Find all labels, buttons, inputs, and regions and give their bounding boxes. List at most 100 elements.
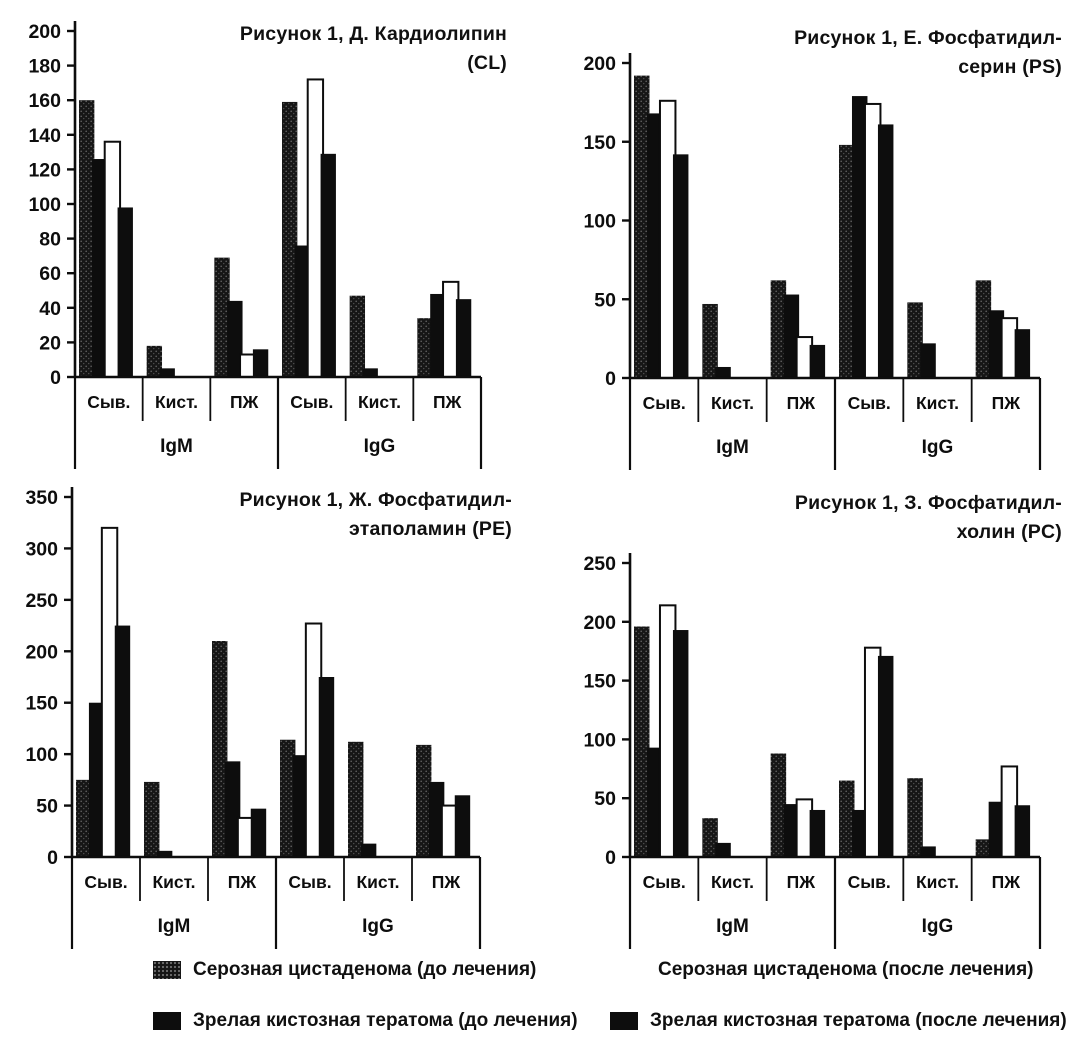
legend-item-serous-cystadenoma-before: Серозная цистаденома (до лечения): [153, 959, 536, 981]
bar-stipple: [975, 839, 992, 857]
section-label: IgM: [716, 437, 749, 458]
category-label: Сыв.: [288, 872, 331, 892]
category-label: Сыв.: [84, 872, 127, 892]
bar-stipple: [79, 100, 95, 377]
y-tick-label: 250: [583, 553, 616, 575]
bar-black: [117, 207, 133, 377]
y-tick-label: 250: [25, 590, 58, 612]
bar-stipple: [975, 280, 992, 378]
bar-black: [114, 625, 131, 857]
bar-black: [292, 755, 309, 857]
chart-plot: 0 50 100 150 200 250 300 350 Сыв. Кист. ПЖ Сыв. Кист…: [25, 487, 482, 949]
y-tick-label: 150: [583, 671, 616, 693]
bar-black: [318, 677, 335, 857]
bar-black: [320, 153, 336, 377]
category-label: ПЖ: [432, 872, 461, 892]
y-tick-label: 100: [583, 211, 616, 233]
category-label: Сыв.: [848, 872, 891, 892]
chart-title-line: холин (PC): [956, 521, 1062, 543]
legend-label: Зрелая кистозная тератома (до лечения): [193, 1010, 578, 1031]
bar-stipple: [634, 75, 650, 378]
chart-title-line: Рисунок 1, Е. Фосфатидил-: [794, 27, 1062, 49]
y-tick-label: 40: [39, 298, 61, 320]
bar-black: [227, 300, 243, 377]
bar-black: [783, 804, 800, 857]
y-tick-label: 50: [594, 289, 616, 311]
category-label: ПЖ: [433, 392, 462, 412]
chart-title-line: серин (PS): [958, 56, 1062, 78]
chart-title-line: Рисунок 1, З. Фосфатидил-: [794, 492, 1062, 514]
chart-title-phosphatidylcholine: Рисунок 1, З. Фосфатидил- холин (PC): [760, 489, 1062, 547]
bar-black: [809, 809, 826, 857]
category-label: Сыв.: [290, 392, 333, 412]
y-tick-label: 50: [594, 788, 616, 810]
bar-black: [159, 368, 175, 377]
section-label: IgG: [922, 916, 954, 937]
legend-item-mature-teratoma-before: Зрелая кистозная тератома (до лечения): [153, 1010, 578, 1032]
bar-stipple: [212, 641, 228, 857]
chart-plot: 0 50 100 150 200 250 Сыв. Кист. ПЖ Сыв. Кист. ПЖ IgM…: [583, 553, 1042, 949]
y-tick-label: 200: [583, 612, 616, 634]
bar-stipple: [280, 739, 296, 857]
chart-phosphatidylserine-ps: 0 50 100 150 200 Сыв. Кист. ПЖ Сыв. Кист. ПЖ IgM IgG: [545, 0, 1090, 478]
bar-black: [988, 310, 1005, 378]
bar-black: [156, 850, 173, 857]
category-label: Сыв.: [87, 392, 130, 412]
bar-black: [1014, 805, 1031, 857]
y-tick-label: 160: [28, 90, 61, 112]
bar-black: [877, 655, 894, 857]
bar-black: [783, 294, 800, 378]
y-tick-label: 0: [47, 847, 58, 869]
category-label: Кист.: [916, 393, 959, 413]
bar-black: [672, 154, 689, 378]
bar-black: [91, 159, 108, 377]
bar-stipple: [76, 779, 92, 857]
y-tick-label: 20: [39, 332, 61, 354]
y-tick-label: 180: [28, 56, 61, 78]
bar-black: [454, 795, 471, 857]
y-tick-label: 100: [583, 729, 616, 751]
bar-black: [646, 747, 663, 857]
bar-stipple: [839, 144, 855, 378]
bar-black: [88, 702, 105, 857]
y-tick-label: 150: [583, 132, 616, 154]
bar-black: [672, 630, 689, 857]
legend-item-mature-teratoma-after: Зрелая кистозная тератома (после лечения…: [610, 1010, 1067, 1032]
category-label: Кист.: [356, 872, 399, 892]
legend-item-serous-cystadenoma-after: Серозная цистаденома (после лечения): [618, 959, 1033, 981]
bar-stipple: [702, 818, 718, 857]
legend-swatch-stipple: [153, 961, 181, 979]
bar-black: [646, 113, 663, 379]
bar-stipple: [839, 780, 855, 857]
category-label: ПЖ: [992, 872, 1021, 892]
bar-black: [715, 842, 731, 857]
bar-stipple: [348, 741, 364, 857]
y-tick-label: 0: [605, 368, 616, 390]
category-label: Кист.: [152, 872, 195, 892]
chart-title-line: Рисунок 1, Д. Кардиолипин (CL): [239, 23, 507, 74]
bar-stipple: [907, 302, 923, 378]
bar-black: [362, 368, 378, 377]
chart-title-line: этаполамин (PE): [349, 518, 512, 540]
bar-black: [430, 293, 446, 377]
y-tick-label: 80: [39, 229, 61, 251]
chart-phosphatidylethanolamine-pe: 0 50 100 150 200 250 300 350 Сыв. Кист. ПЖ Сыв. Кист…: [0, 480, 545, 958]
bar-black: [715, 366, 731, 378]
bar-black: [455, 299, 472, 377]
legend-swatch-black: [610, 1012, 638, 1030]
bar-stipple: [907, 778, 923, 857]
bar-black: [920, 846, 936, 857]
chart-cardiolipin-cl: 0 20 40 60 80 100 120 140 160 180 200 Сыв. Кист. ПЖ Сы…: [0, 0, 545, 478]
bar-stipple: [634, 626, 650, 857]
bar-black: [1014, 329, 1031, 378]
category-label: Кист.: [155, 392, 198, 412]
bar-black: [988, 801, 1005, 857]
bar-black: [250, 808, 267, 857]
bar-stipple: [349, 295, 366, 377]
category-label: Кист.: [711, 393, 754, 413]
bar-black: [851, 96, 868, 378]
section-label: IgG: [362, 916, 394, 937]
y-tick-label: 200: [583, 53, 616, 75]
chart-title-line: Рисунок 1, Ж. Фосфатидил-: [239, 489, 512, 511]
